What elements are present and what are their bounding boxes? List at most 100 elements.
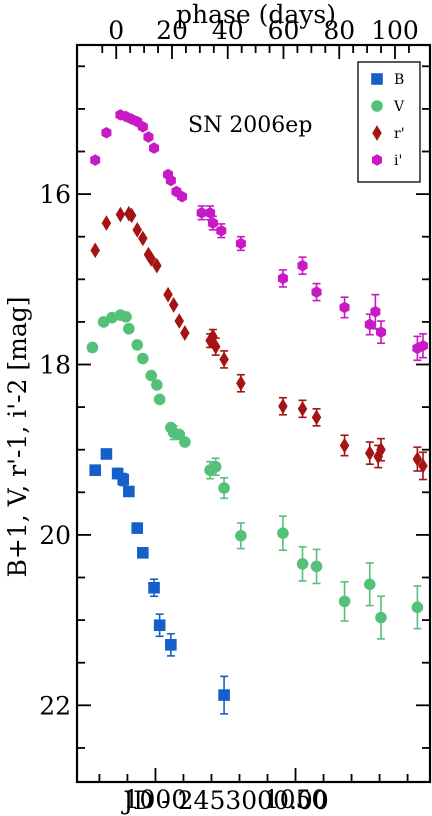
data-point-diamond — [365, 445, 375, 461]
plot-axes: 1000 1050 0 20 40 60 80 100 16 18 20 22 — [39, 16, 432, 814]
y-tick-label: 16 — [39, 180, 71, 209]
data-point-circle — [123, 322, 135, 335]
data-point-diamond — [236, 375, 246, 392]
data-point-diamond — [219, 351, 229, 368]
legend-marker-circle — [371, 100, 383, 112]
data-point-circle — [153, 393, 166, 406]
legend-marker-hexagon — [371, 154, 383, 166]
data-point-circle — [310, 560, 323, 573]
data-point-circle — [179, 436, 191, 448]
legend-label: V — [393, 99, 405, 115]
data-point-circle — [411, 601, 424, 614]
data-point-diamond — [132, 222, 142, 238]
y-tick-label: 22 — [39, 691, 71, 720]
data-point-hexagon — [196, 207, 207, 219]
data-point-diamond — [297, 400, 308, 417]
data-point-diamond — [210, 338, 221, 355]
data-point-circle — [375, 611, 387, 624]
legend-marker-square — [371, 73, 383, 85]
data-point-circle — [338, 595, 351, 608]
top-tick-label: 20 — [156, 16, 188, 45]
series-circle — [86, 309, 424, 640]
data-point-circle — [131, 339, 144, 351]
data-point-diamond — [373, 448, 383, 465]
data-point-hexagon — [177, 190, 188, 203]
data-point-hexagon — [311, 286, 322, 298]
data-point-square — [165, 639, 177, 651]
data-point-diamond — [311, 409, 322, 426]
data-point-square — [131, 522, 144, 534]
data-point-circle — [151, 379, 163, 391]
legend-label: B — [394, 72, 404, 88]
data-point-hexagon — [417, 339, 429, 352]
y-axis-title: B+1, V, r'-1, i'-2 [mag] — [3, 296, 32, 577]
data-point-diamond — [126, 207, 137, 224]
data-point-hexagon — [165, 174, 176, 187]
data-point-hexagon — [375, 326, 386, 338]
data-point-circle — [218, 482, 230, 494]
data-point-hexagon — [277, 272, 288, 285]
x-axis-title: JD - 2453000.00 — [120, 786, 329, 815]
top-axis-title: phase (days) — [176, 0, 336, 29]
series-hexagon — [90, 109, 429, 362]
data-point-circle — [120, 310, 132, 323]
data-point-diamond — [180, 325, 190, 341]
plot-frame — [75, 43, 432, 784]
data-point-diamond — [168, 297, 179, 313]
data-point-hexagon — [235, 237, 246, 250]
top-tick-label: 60 — [268, 16, 300, 45]
data-point-hexagon — [90, 154, 101, 166]
data-point-diamond — [152, 257, 162, 274]
data-point-circle — [86, 341, 99, 354]
data-point-hexagon — [370, 305, 381, 318]
data-point-circle — [137, 352, 149, 365]
data-point-diamond — [174, 313, 185, 329]
data-point-hexagon — [339, 301, 350, 314]
y-tick-label: 20 — [39, 521, 71, 550]
data-point-square — [89, 464, 102, 476]
data-point-square — [153, 619, 166, 632]
data-point-diamond — [412, 451, 423, 467]
x-tick-label: 1050 — [264, 785, 328, 814]
data-point-diamond — [418, 458, 428, 474]
data-point-diamond — [138, 230, 148, 247]
data-point-circle — [209, 460, 222, 473]
data-point-diamond — [146, 251, 156, 267]
data-marks — [86, 109, 429, 715]
data-point-square — [137, 547, 149, 559]
data-point-diamond — [278, 398, 288, 415]
y-tick-label: 18 — [39, 351, 71, 380]
data-point-square — [117, 473, 130, 486]
legend: BVr' i' — [357, 61, 421, 183]
data-point-hexagon — [137, 120, 148, 133]
series-square — [89, 448, 230, 715]
top-tick-label: 40 — [212, 16, 244, 45]
data-point-hexagon — [364, 318, 375, 331]
data-point-diamond — [101, 215, 112, 231]
data-point-square — [100, 448, 113, 460]
data-point-square — [148, 581, 160, 594]
legend-box — [357, 61, 421, 183]
data-point-hexagon — [207, 217, 218, 229]
data-point-diamond — [163, 286, 173, 303]
data-point-circle — [363, 578, 376, 591]
data-point-hexagon — [216, 224, 227, 237]
data-point-hexagon — [143, 131, 154, 143]
data-point-circle — [235, 529, 247, 542]
data-point-circle — [145, 369, 158, 382]
legend-label: i' — [394, 153, 402, 169]
data-point-hexagon — [149, 142, 160, 154]
data-point-hexagon — [101, 126, 112, 139]
data-point-square — [123, 485, 135, 498]
data-point-hexagon — [297, 259, 308, 272]
data-point-square — [218, 689, 230, 701]
top-tick-label: 80 — [323, 16, 355, 45]
series-diamond — [90, 205, 428, 481]
data-point-circle — [277, 527, 289, 540]
data-point-diamond — [115, 206, 126, 223]
data-point-circle — [296, 558, 309, 570]
top-tick-label: 0 — [108, 16, 124, 45]
data-point-diamond — [376, 441, 386, 458]
legend-label: r' — [394, 126, 405, 142]
